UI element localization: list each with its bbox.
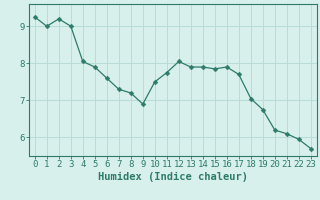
- X-axis label: Humidex (Indice chaleur): Humidex (Indice chaleur): [98, 172, 248, 182]
